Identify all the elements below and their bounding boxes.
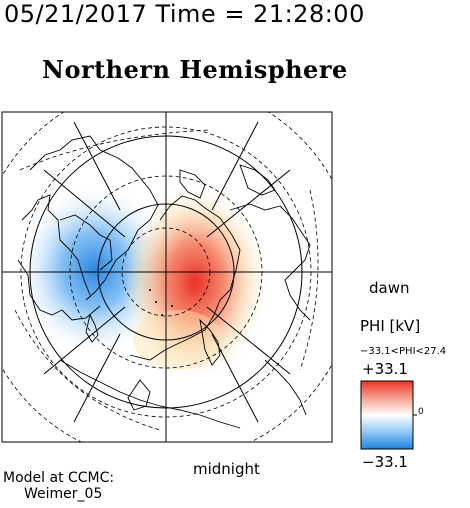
polar-map: [1, 111, 333, 443]
midnight-label: midnight: [193, 460, 260, 478]
datetime-title: 05/21/2017 Time = 21:28:00: [4, 0, 365, 28]
dawn-label: dawn: [369, 279, 410, 297]
hemisphere-title: Northern Hemisphere: [42, 55, 348, 84]
colorbar-max-label: +33.1: [362, 360, 408, 378]
positive-potential-cell: [123, 187, 267, 377]
model-credit: Model at CCMC:: [3, 470, 115, 486]
colorbar-zero-label: 0: [418, 407, 424, 417]
colorbar: [360, 380, 417, 450]
meridian-lines: [2, 112, 332, 442]
colorbar-gradient: [360, 380, 414, 450]
colorbar-variable-label: PHI [kV]: [360, 317, 421, 335]
colorbar-min-label: −33.1: [362, 453, 408, 471]
coastlines: [17, 135, 311, 429]
model-name: Weimer_05: [24, 486, 103, 502]
colorbar-range-label: −33.1<PHI<27.4: [360, 346, 447, 357]
